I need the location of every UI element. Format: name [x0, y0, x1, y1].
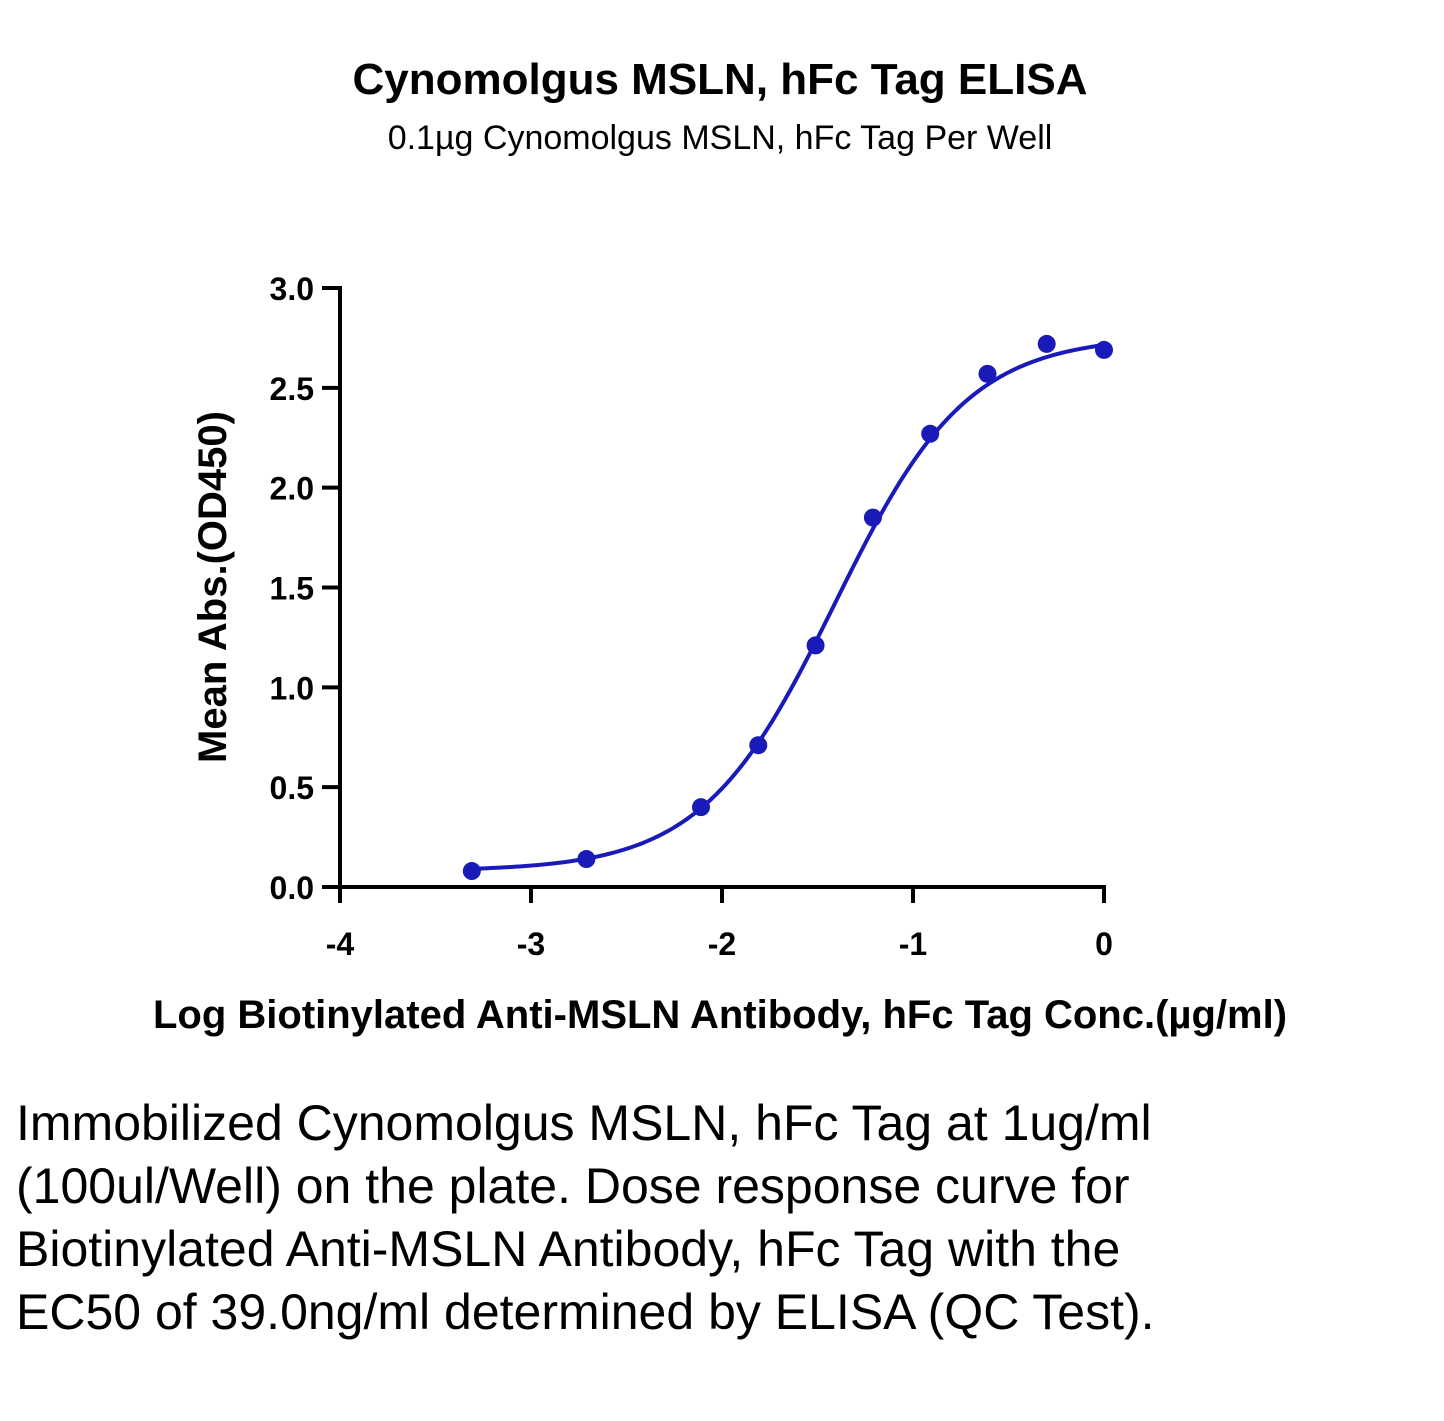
x-tick-label: -4	[326, 926, 355, 962]
data-point	[863, 508, 882, 527]
figure-caption: Immobilized Cynomolgus MSLN, hFc Tag at …	[16, 1095, 1155, 1340]
x-tick-label: -3	[517, 926, 545, 962]
data-point	[1037, 334, 1056, 353]
data-point	[806, 636, 825, 655]
y-tick-label: 0.0	[270, 870, 314, 906]
fit-curve	[471, 343, 1105, 871]
y-tick-label: 1.0	[270, 670, 314, 706]
chart-subtitle: 0.1µg Cynomolgus MSLN, hFc Tag Per Well	[388, 119, 1053, 157]
x-tick-label: -2	[708, 926, 736, 962]
data-point	[749, 736, 768, 755]
data-point	[691, 798, 710, 817]
data-point	[978, 364, 997, 383]
x-tick-label: 0	[1095, 926, 1113, 962]
data-points	[462, 334, 1113, 881]
data-point	[462, 862, 481, 881]
x-tick-label: -1	[899, 926, 927, 962]
x-axis-label: Log Biotinylated Anti-MSLN Antibody, hFc…	[153, 993, 1287, 1037]
y-tick-label: 1.5	[270, 571, 314, 607]
y-tick-label: 0.5	[270, 770, 314, 806]
chart-title: Cynomolgus MSLN, hFc Tag ELISA	[353, 55, 1088, 104]
data-point	[921, 424, 940, 443]
y-tick-label: 2.5	[270, 371, 314, 407]
data-point	[577, 850, 596, 869]
elisa-chart: Cynomolgus MSLN, hFc Tag ELISA 0.1µg Cyn…	[153, 55, 1287, 1037]
y-tick-label: 3.0	[270, 271, 314, 307]
y-tick-label: 2.0	[270, 471, 314, 507]
y-axis-label: Mean Abs.(OD450)	[191, 411, 235, 763]
chart-ticks: -4 -3 -2 -1 0 0.0 0.5 1.0 1.5 2.0 2.5 3.0	[270, 271, 1113, 962]
data-point	[1095, 340, 1113, 359]
